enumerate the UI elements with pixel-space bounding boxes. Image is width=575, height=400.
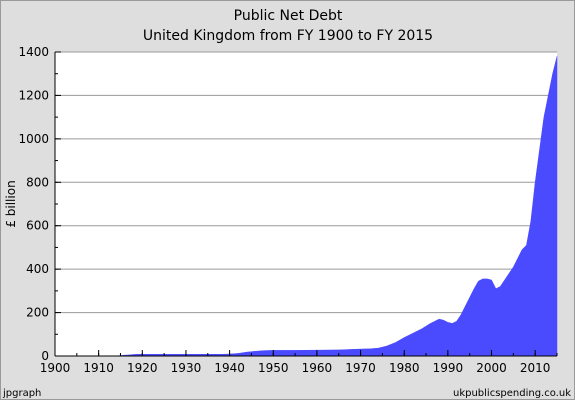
x-tick-label: 1950 [258, 361, 289, 375]
x-tick-label: 1960 [302, 361, 333, 375]
y-tick-label: 200 [26, 306, 49, 320]
x-tick-label: 1970 [345, 361, 376, 375]
y-tick-label: 400 [26, 262, 49, 276]
y-tick-label: 0 [41, 349, 49, 363]
plot-area: 0 200 400 600 800 1000 1200 1400 1900 1910 1920 193… [18, 45, 558, 375]
footer-credit-left: jpgraph [2, 388, 41, 399]
chart-title: Public Net Debt [234, 8, 343, 24]
x-tick-label: 1900 [40, 361, 71, 375]
x-tick-label: 1920 [127, 361, 158, 375]
x-tick-label: 1910 [83, 361, 114, 375]
footer-credit-right: ukpublicspending.co.uk [453, 388, 571, 399]
x-tick-label: 1980 [389, 361, 420, 375]
x-tick-label: 2000 [476, 361, 507, 375]
x-tick-label: 2010 [520, 361, 551, 375]
y-tick-label: 1200 [18, 88, 49, 102]
area-series-0 [54, 56, 558, 357]
chart-subtitle: United Kingdom from FY 1900 to FY 2015 [143, 28, 433, 44]
x-tick-label: 1930 [171, 361, 202, 375]
y-tick-label: 1400 [18, 45, 49, 59]
x-tick-label: 1940 [214, 361, 245, 375]
y-axis-label: £ billion [4, 180, 18, 227]
y-tick-label: 1000 [18, 132, 49, 146]
y-tick-label: 600 [26, 219, 49, 233]
x-tick-label: 1990 [433, 361, 464, 375]
y-tick-label: 800 [26, 175, 49, 189]
